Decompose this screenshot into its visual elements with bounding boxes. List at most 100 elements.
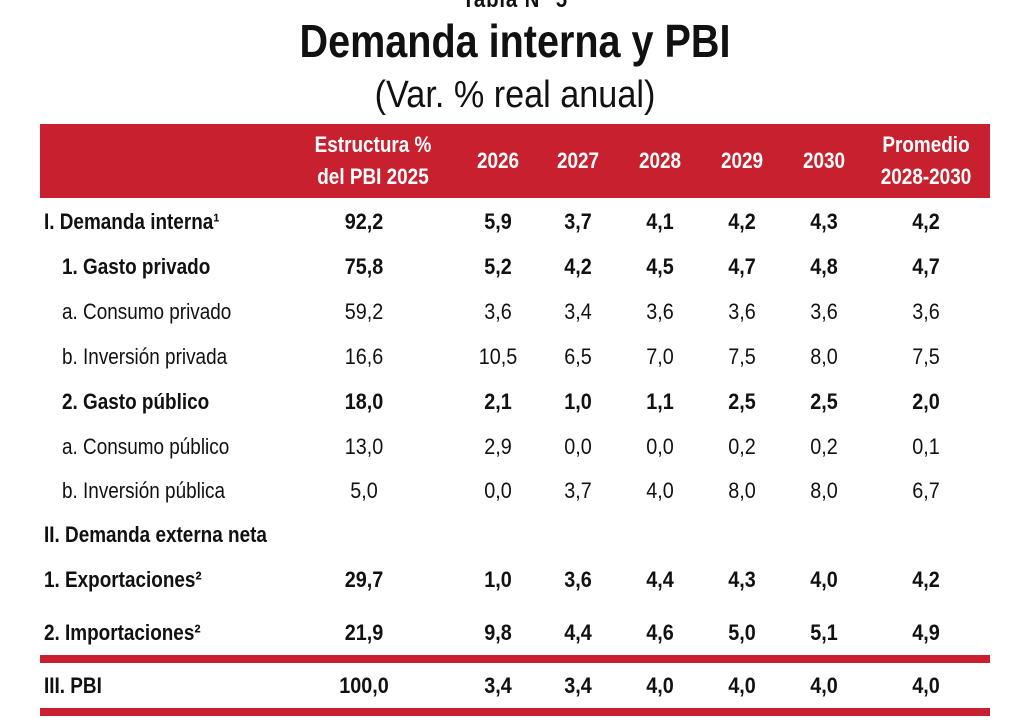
- cell-2026: 2,9: [484, 434, 512, 459]
- cell-2027: 3,4: [564, 673, 592, 698]
- cell-2029: 3,6: [728, 299, 756, 324]
- cell-2027: 6,5: [564, 344, 592, 369]
- header-2027: 2027: [556, 148, 600, 173]
- row-label: 1. Exportaciones²: [44, 567, 202, 592]
- table-row: II. Demanda externa neta: [40, 515, 990, 555]
- table-row: a. Consumo público 13,0 2,9 0,0 0,0 0,2 …: [40, 427, 990, 467]
- cell-2029: 2,5: [728, 389, 756, 414]
- table-row: III. PBI 100,0 3,4 3,4 4,0 4,0 4,0 4,0: [40, 666, 990, 706]
- row-label: 2. Importaciones²: [44, 620, 201, 645]
- header-estructura-line2: del PBI 2025: [317, 164, 429, 189]
- cell-2030: 8,0: [810, 344, 838, 369]
- cell-2030: 2,5: [810, 389, 838, 414]
- cell-2028: 4,0: [646, 673, 674, 698]
- cell-2029: 0,2: [728, 434, 756, 459]
- header-promedio-line1: Promedio: [882, 132, 970, 157]
- cell-promedio: 6,7: [912, 478, 940, 503]
- cell-estructura: 100,0: [339, 673, 389, 698]
- cell-2030: 4,8: [810, 254, 838, 279]
- table-divider-top: [40, 655, 990, 663]
- cell-estructura: 13,0: [344, 434, 384, 459]
- cell-estructura: 75,8: [344, 254, 384, 279]
- cell-promedio: 3,6: [912, 299, 940, 324]
- cell-2030: 4,0: [810, 567, 838, 592]
- cell-2027: 3,4: [564, 299, 592, 324]
- cell-2029: 4,0: [728, 673, 756, 698]
- cell-promedio: 4,2: [912, 567, 940, 592]
- cell-2026: 10,5: [478, 344, 518, 369]
- cell-2030: 5,1: [810, 620, 838, 645]
- table-row: 2. Importaciones² 21,9 9,8 4,4 4,6 5,0 5…: [40, 613, 990, 653]
- cell-2030: 8,0: [810, 478, 838, 503]
- table-divider-bottom: [40, 708, 990, 716]
- cell-2028: 4,5: [646, 254, 674, 279]
- row-label: b. Inversión privada: [62, 344, 228, 369]
- header-promedio: Promedio 2028-2030: [874, 124, 977, 198]
- cell-2027: 4,2: [564, 254, 592, 279]
- cell-2028: 3,6: [646, 299, 674, 324]
- table-row: I. Demanda interna¹ 92,2 5,9 3,7 4,1 4,2…: [40, 202, 990, 242]
- cell-2027: 1,0: [564, 389, 592, 414]
- cell-2030: 0,2: [810, 434, 838, 459]
- cell-2027: 3,6: [564, 567, 592, 592]
- page-subtitle: (Var. % real anual): [374, 74, 656, 116]
- header-estructura: Estructura % del PBI 2025: [300, 124, 446, 198]
- cell-2026: 3,6: [484, 299, 512, 324]
- table-row: b. Inversión pública 5,0 0,0 3,7 4,0 8,0…: [40, 471, 990, 511]
- cell-promedio: 4,7: [912, 254, 940, 279]
- cell-2029: 4,2: [728, 209, 756, 234]
- row-label: b. Inversión pública: [62, 478, 226, 503]
- cell-2028: 4,4: [646, 567, 674, 592]
- row-label: 2. Gasto público: [62, 389, 210, 414]
- cell-2029: 8,0: [728, 478, 756, 503]
- data-table: Estructura % del PBI 2025 2026 2027 2028…: [40, 124, 990, 716]
- cell-2029: 4,7: [728, 254, 756, 279]
- page-title: Demanda interna y PBI: [299, 15, 731, 67]
- header-promedio-line2: 2028-2030: [880, 164, 972, 189]
- cell-2026: 3,4: [484, 673, 512, 698]
- cell-estructura: 18,0: [344, 389, 384, 414]
- cell-2027: 3,7: [564, 209, 592, 234]
- cell-promedio: 0,1: [912, 434, 940, 459]
- cell-2028: 4,1: [646, 209, 674, 234]
- cell-estructura: 16,6: [344, 344, 384, 369]
- header-2030: 2030: [802, 148, 846, 173]
- table-header: Estructura % del PBI 2025 2026 2027 2028…: [40, 124, 990, 198]
- cell-2026: 0,0: [484, 478, 512, 503]
- cell-2028: 7,0: [646, 344, 674, 369]
- cell-2028: 4,0: [646, 478, 674, 503]
- header-2026: 2026: [476, 148, 520, 173]
- cell-2027: 4,4: [564, 620, 592, 645]
- cell-2027: 3,7: [564, 478, 592, 503]
- row-label: III. PBI: [44, 673, 102, 698]
- cell-2026: 9,8: [484, 620, 512, 645]
- row-label: I. Demanda interna¹: [44, 209, 220, 234]
- cell-2029: 7,5: [728, 344, 756, 369]
- cell-estructura: 59,2: [344, 299, 384, 324]
- cell-2026: 5,9: [484, 209, 512, 234]
- cell-estructura: 92,2: [344, 209, 384, 234]
- cell-estructura: 29,7: [344, 567, 384, 592]
- header-2029: 2029: [720, 148, 764, 173]
- table-label-cut: Tabla N° 5: [77, 0, 953, 14]
- cell-2028: 1,1: [646, 389, 674, 414]
- cell-2028: 4,6: [646, 620, 674, 645]
- row-label: II. Demanda externa neta: [44, 522, 267, 547]
- table-row: 2. Gasto público 18,0 2,1 1,0 1,1 2,5 2,…: [40, 382, 990, 422]
- cell-2029: 5,0: [728, 620, 756, 645]
- table-row: 1. Exportaciones² 29,7 1,0 3,6 4,4 4,3 4…: [40, 560, 990, 600]
- header-2028: 2028: [638, 148, 682, 173]
- cell-promedio: 4,9: [912, 620, 940, 645]
- cell-promedio: 7,5: [912, 344, 940, 369]
- cell-promedio: 2,0: [912, 389, 940, 414]
- cell-2026: 1,0: [484, 567, 512, 592]
- table-row: b. Inversión privada 16,6 10,5 6,5 7,0 7…: [40, 337, 990, 377]
- cell-2030: 4,3: [810, 209, 838, 234]
- cell-estructura: 5,0: [350, 478, 378, 503]
- row-label: 1. Gasto privado: [62, 254, 211, 279]
- cell-2030: 4,0: [810, 673, 838, 698]
- cell-2027: 0,0: [564, 434, 592, 459]
- row-label: a. Consumo privado: [62, 299, 232, 324]
- table-row: a. Consumo privado 59,2 3,6 3,4 3,6 3,6 …: [40, 292, 990, 332]
- row-label: a. Consumo público: [62, 434, 230, 459]
